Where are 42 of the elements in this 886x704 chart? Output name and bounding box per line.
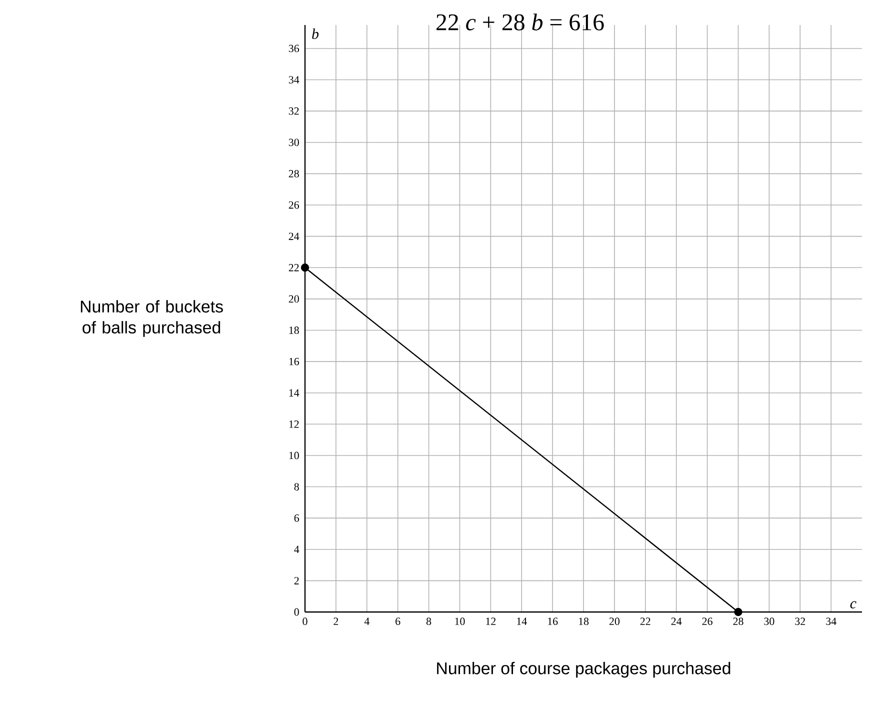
x-tick-label: 2 [334,618,338,625]
y-tick-label: 26 [288,201,300,209]
annotation: b [312,28,319,40]
x-tick-label: 10 [455,618,465,626]
x-tick-label: 0 [302,618,308,626]
annotation: c [850,601,856,608]
x-tick-label: 6 [396,618,400,626]
y-tick-label: 34 [288,76,300,84]
x-tick-label: 28 [733,618,744,626]
y-axis-title: Number of buckets of balls purchased [80,300,223,337]
x-tick-label: 12 [486,618,496,625]
y-tick-label: 20 [288,295,299,303]
x-axis-title: Number of course packages purchased [437,662,730,678]
x-tick-label: 18 [578,618,589,626]
x-tick-label: 26 [702,618,712,626]
x-tick-label: 34 [826,618,836,626]
y-tick-label: 10 [289,452,299,460]
y-tick-label: 28 [288,170,299,178]
y-tick-label: 30 [288,138,299,146]
y-tick-label: 32 [288,107,299,115]
y-tick-label: 14 [289,389,300,396]
x-tick-label: 8 [426,618,432,626]
y-tick-label: 36 [288,44,300,52]
x-tick-label: 4 [364,618,370,625]
y-tick-label: 0 [294,608,299,616]
x-tick-label: 20 [609,618,620,626]
x-tick-label: 32 [795,618,805,626]
y-tick-label: 6 [294,514,300,522]
y-tick-label: 16 [289,358,300,366]
chart-title: 22 c + 28 b = 616 [436,14,604,30]
y-tick-label: 24 [288,232,300,240]
x-tick-label: 22 [640,618,650,625]
y-tick-label: 18 [289,326,299,334]
x-tick-label: 30 [764,618,774,626]
x-tick-label: 14 [517,618,527,625]
x-tick-label: 16 [548,618,558,626]
y-tick-label: 8 [294,483,299,490]
y-tick-label: 22 [288,264,299,272]
y-tick-label: 12 [289,420,299,428]
x-tick-label: 24 [671,618,682,625]
y-tick-label: 2 [294,577,299,584]
y-tick-label: 4 [294,546,300,553]
